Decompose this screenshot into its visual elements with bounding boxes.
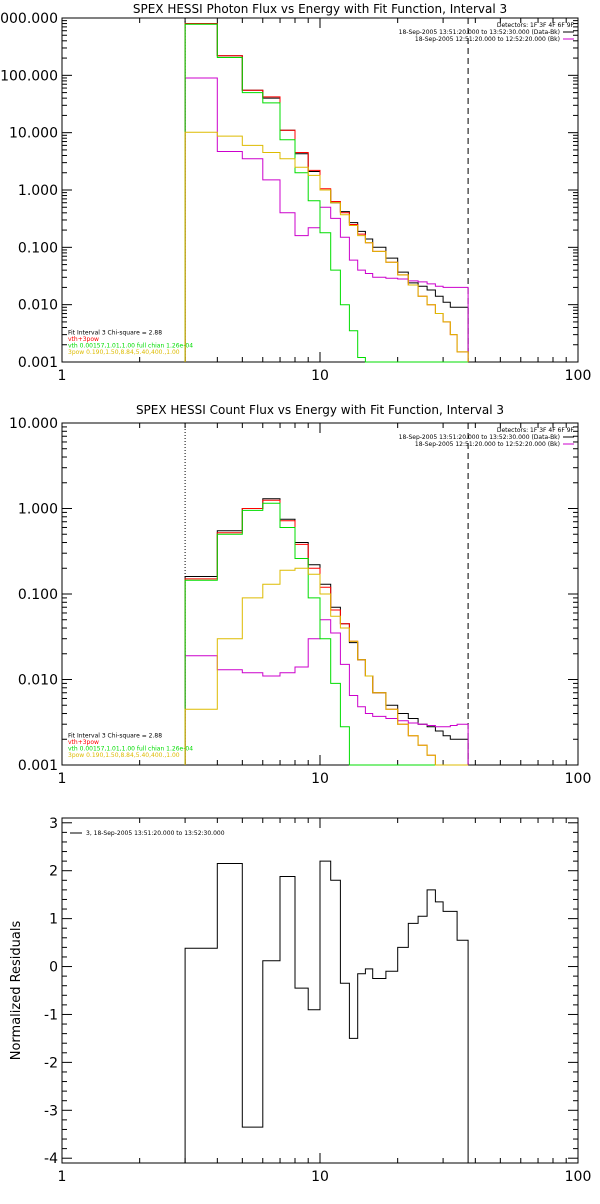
y-tick-label: 3 <box>49 816 58 832</box>
y-tick-label: 0.010 <box>18 673 58 689</box>
legend-fit-entry: Fit Interval 3 Chi-square = 2.88 <box>68 330 162 337</box>
series-3pow <box>184 131 469 362</box>
y-tick-label: 10.000 <box>9 416 58 432</box>
series-data-bk <box>184 498 469 765</box>
y-tick-label: 1 <box>49 912 58 928</box>
y-tick-label: 100.000 <box>0 68 58 84</box>
x-tick-label: 100 <box>565 368 592 384</box>
series-vth <box>184 23 469 363</box>
chart-title-1: SPEX HESSI Count Flux vs Energy with Fit… <box>136 403 504 417</box>
x-tick-label: 1 <box>58 368 67 384</box>
y-tick-label: -3 <box>44 1103 58 1119</box>
legend-fit-entry: 3pow 0.190,1.50,8.84,5.40,400.,1.00 <box>68 349 180 356</box>
legend-fit-entry: Fit Interval 3 Chi-square = 2.88 <box>68 733 162 740</box>
y-tick-label: -1 <box>44 1007 58 1023</box>
y-axis-label: Normalized Residuals <box>9 921 24 1061</box>
legend-entry: 18-Sep-2005 12:51:20.000 to 12:52:20.000… <box>415 441 560 448</box>
legend-fit-entry: vth 0.00157,1.01,1.00 full chian 1.26e-0… <box>68 343 193 350</box>
x-tick-label: 10 <box>311 368 329 384</box>
legend-fit-entry: vth+3pow <box>68 739 99 746</box>
y-tick-label: 1.000 <box>18 502 58 518</box>
x-tick-label: 10 <box>311 1169 329 1185</box>
legend-fit-entry: vth 0.00157,1.01,1.00 full chian 1.26e-0… <box>68 746 193 753</box>
series-vth-3pow <box>184 499 469 766</box>
series-vth-3pow <box>184 23 469 362</box>
legend-residual-entry: 3, 18-Sep-2005 13:51:20.000 to 13:52:30.… <box>86 830 225 837</box>
x-tick-label: 100 <box>565 771 592 787</box>
y-tick-label: 0 <box>49 960 58 976</box>
legend-detectors: Detectors: 1F 3F 4F 6F 9F <box>497 22 575 29</box>
legend-detectors: Detectors: 1F 3F 4F 6F 9F <box>497 427 575 434</box>
legend-entry: 18-Sep-2005 13:51:20.000 to 13:52:30.000… <box>399 434 560 441</box>
y-tick-label: 0.010 <box>18 298 58 314</box>
y-tick-label: 10.000 <box>9 126 58 142</box>
chart-title-0: SPEX HESSI Photon Flux vs Energy with Fi… <box>133 2 507 16</box>
legend-entry: 18-Sep-2005 13:51:20.000 to 13:52:30.000… <box>399 29 560 36</box>
legend-fit-entry: 3pow 0.190,1.50,8.84,5.40,400.,1.00 <box>68 752 180 759</box>
y-tick-label: 0.001 <box>18 355 58 371</box>
y-tick-label: 2 <box>49 864 58 880</box>
y-tick-label: 0.001 <box>18 758 58 774</box>
x-tick-label: 100 <box>565 1169 592 1185</box>
y-tick-label: 1.000 <box>18 183 58 199</box>
y-tick-label: 0.100 <box>18 240 58 256</box>
y-tick-label: -2 <box>44 1055 58 1071</box>
series-data-bk <box>184 23 469 362</box>
y-tick-label: -4 <box>44 1151 58 1167</box>
legend-fit-entry: vth+3pow <box>68 336 99 343</box>
series-bk <box>184 77 469 362</box>
y-tick-label: 0.100 <box>18 587 58 603</box>
series-vth <box>184 502 469 766</box>
series-3pow <box>184 567 469 766</box>
series-bk <box>184 619 469 765</box>
x-tick-label: 1 <box>58 1169 67 1185</box>
x-tick-label: 1 <box>58 771 67 787</box>
series-residuals <box>184 860 469 1163</box>
legend-entry: 18-Sep-2005 12:51:20.000 to 12:52:20.000… <box>415 36 560 43</box>
x-tick-label: 10 <box>311 771 329 787</box>
